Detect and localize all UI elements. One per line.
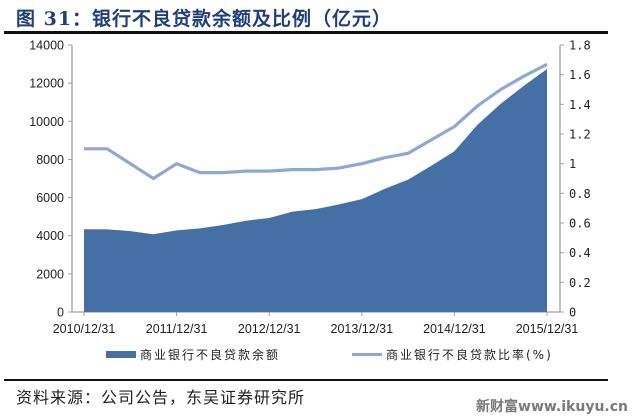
y-right-tick-label: 1.2 (569, 128, 591, 142)
bottom-divider (4, 379, 608, 381)
watermark: 新财富www.ikuyu.cn (476, 399, 628, 415)
legend-label-ratio: 商业银行不良贷款比率(%) (386, 348, 553, 362)
y-right-tick-label: 1 (569, 157, 576, 171)
legend-item-balance: 商业银行不良贷款余额 (106, 346, 280, 363)
x-tick-label: 2013/12/31 (331, 322, 394, 336)
chart-plot: 0 2000 4000 6000 8000 10000 12000 14000 0 0.2 0.4… (29, 39, 591, 337)
y-left-tick-label: 8000 (36, 153, 64, 167)
npl-balance-area (84, 69, 547, 312)
y-left-tick-label: 14000 (29, 39, 64, 53)
x-tick-label: 2010/12/31 (53, 322, 116, 336)
y-right-tick-label: 1.8 (569, 39, 591, 53)
y-right-tick-label: 0.6 (569, 217, 591, 231)
y-right-tick-label: 1.6 (569, 68, 591, 82)
y-left-tick-label: 12000 (29, 77, 64, 91)
y-right-tick-label: 0.2 (569, 276, 591, 290)
y-left-tick-label: 10000 (29, 115, 64, 129)
x-tick-label: 2014/12/31 (423, 322, 486, 336)
y-right-tick-label: 0 (569, 306, 576, 320)
area-swatch-icon (106, 351, 136, 358)
npl-ratio-line (84, 62, 548, 181)
chart-title: 图 31：银行不良贷款余额及比例（亿元） (16, 8, 393, 30)
legend-label-balance: 商业银行不良贷款余额 (140, 348, 281, 362)
y-left-tick-label: 2000 (36, 267, 64, 281)
x-tick-label: 2015/12/31 (516, 322, 579, 336)
y-left-tick-label: 0 (57, 306, 64, 320)
y-right-tick-label: 0.8 (569, 187, 591, 201)
left-axis: 0 2000 4000 6000 8000 10000 12000 14000 (29, 39, 73, 320)
legend-item-ratio: 商业银行不良贷款比率(%) (352, 346, 553, 363)
y-left-tick-label: 4000 (36, 229, 64, 243)
y-left-tick-label: 6000 (36, 191, 64, 205)
legend: 商业银行不良贷款余额 商业银行不良贷款比率(%) (0, 346, 640, 368)
right-axis: 0 0.2 0.4 0.6 0.8 1 1.2 1.4 1.6 1.8 (559, 39, 591, 320)
y-right-tick-label: 1.4 (569, 98, 591, 112)
line-swatch-icon (352, 353, 382, 356)
top-divider (4, 31, 608, 34)
x-axis: 2010/12/31 2011/12/31 2012/12/31 2013/12/31… (53, 311, 579, 336)
x-tick-label: 2012/12/31 (238, 322, 301, 336)
source-note: 资料来源：公司公告，东吴证券研究所 (16, 388, 306, 407)
x-tick-label: 2011/12/31 (146, 322, 208, 336)
y-right-tick-label: 0.4 (569, 246, 591, 260)
